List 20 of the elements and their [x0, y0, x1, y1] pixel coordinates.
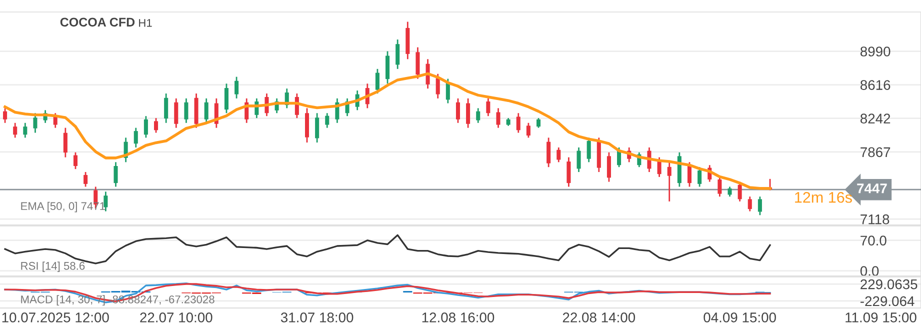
y-tick-label: 8242 — [860, 114, 890, 124]
y-tick-label: 229.0635 — [860, 279, 918, 290]
annotation: 12m 16s — [795, 192, 852, 203]
x-tick-label: 11.09 15:00 — [846, 312, 916, 322]
x-tick-label: 12.08 16:00 — [422, 312, 494, 322]
x-tick-label: 22.08 14:00 — [562, 312, 636, 322]
x-tick-label: 04.09 15:00 — [704, 312, 776, 322]
x-tick-label: 10.07.2025 12:00 — [2, 312, 109, 322]
y-tick-label: 8616 — [860, 80, 890, 90]
annotation: COCOA CFD — [60, 18, 135, 27]
annotation: RSI [14] 58.6 — [21, 262, 85, 272]
y-tick-label: 70.0 — [860, 236, 886, 246]
x-tick-label: 31.07 18:00 — [280, 312, 354, 322]
y-tick-label: 8990 — [860, 46, 890, 56]
ref-line-label: 7447 — [857, 184, 887, 194]
annotation: H1 — [139, 19, 152, 27]
x-tick-label: 22.07 10:00 — [140, 312, 212, 322]
y-tick-label: -229.064 — [860, 296, 914, 306]
y-tick-label: 7867 — [860, 147, 890, 158]
y-tick-label: 7118 — [860, 214, 890, 224]
